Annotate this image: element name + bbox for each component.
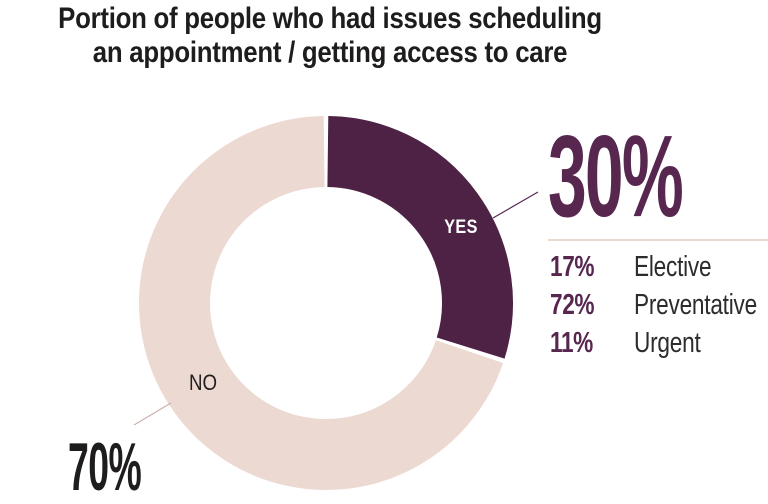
chart-title: Portion of people who had issues schedul… [0, 2, 660, 70]
yes-leader-line [492, 191, 539, 219]
chart-title-line-1: Portion of people who had issues schedul… [58, 2, 602, 35]
slice-label-no: NO [188, 370, 218, 395]
slice-label-yes: YES [444, 217, 478, 238]
breakdown-pct: 11% [550, 327, 593, 359]
yes-breakdown-list: 17% Elective 72% Preventative 11% Urgent [550, 251, 768, 369]
breakdown-label: Urgent [634, 327, 701, 359]
no-percentage-callout: 70% [68, 429, 142, 504]
donut-slice-yes [326, 116, 513, 359]
breakdown-label: Preventative [634, 289, 757, 321]
donut-slices [139, 116, 513, 490]
donut-slice-no [139, 116, 504, 490]
breakdown-row: 17% Elective [550, 251, 768, 283]
breakdown-pct: 72% [550, 289, 595, 321]
yes-percentage-callout: 30% [548, 111, 684, 241]
breakdown-row: 72% Preventative [550, 289, 768, 321]
breakdown-label: Elective [634, 251, 712, 283]
breakdown-row: 11% Urgent [550, 327, 768, 359]
chart-title-line-2: an appointment / getting access to care [92, 36, 568, 69]
breakdown-pct: 17% [550, 251, 595, 283]
no-leader-line [133, 402, 172, 426]
breakdown-divider [548, 239, 768, 241]
